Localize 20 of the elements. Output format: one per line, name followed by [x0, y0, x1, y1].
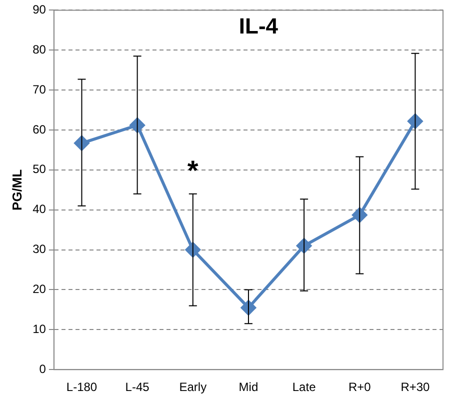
x-tick-label: R+0	[348, 380, 372, 394]
x-tick-label: Late	[292, 380, 316, 394]
chart-title: IL-4	[238, 13, 279, 38]
y-tick-label: 0	[39, 362, 46, 376]
y-tick-label: 70	[32, 82, 46, 96]
x-tick-label: L-180	[66, 380, 98, 394]
x-tick-label: L-45	[125, 380, 150, 394]
x-tick-label: Early	[179, 380, 207, 394]
y-tick-label: 30	[32, 242, 46, 256]
x-tick-label: Mid	[238, 380, 258, 394]
y-tick-label: 80	[32, 42, 46, 56]
y-tick-label: 60	[32, 122, 46, 136]
y-tick-label: 20	[32, 282, 46, 296]
y-tick-label: 90	[32, 2, 46, 17]
y-axis-title: PG/ML	[9, 169, 24, 210]
x-tick-label: R+30	[400, 380, 430, 394]
y-tick-label: 40	[32, 202, 46, 216]
y-tick-label: 50	[32, 162, 46, 176]
y-tick-label: 10	[32, 322, 46, 336]
annotation: *	[187, 155, 198, 186]
